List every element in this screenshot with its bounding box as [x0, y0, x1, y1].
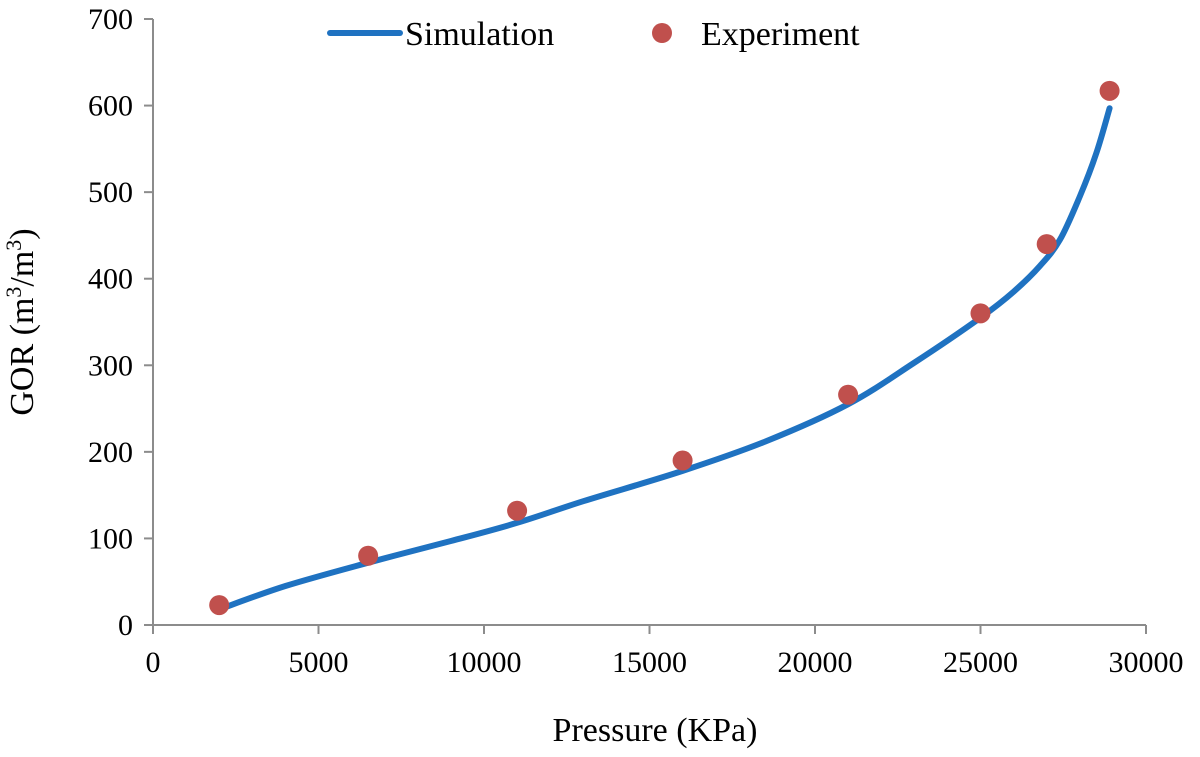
x-tick-label: 0	[146, 646, 161, 679]
axes	[152, 19, 1146, 626]
x-tick-label: 25000	[943, 646, 1018, 679]
y-axis-label-prefix: GOR (m	[4, 298, 41, 416]
y-axis-label-suffix: )	[4, 228, 41, 239]
y-axis-label-middle: /m	[4, 251, 41, 287]
series-experiment-point	[507, 500, 528, 521]
x-axis-label: Pressure (KPa)	[553, 712, 758, 749]
series-experiment-point	[1036, 234, 1057, 255]
x-tick-label: 5000	[289, 646, 349, 679]
x-tick-label: 10000	[447, 646, 522, 679]
series-experiment-point	[970, 303, 991, 324]
y-axis-label: GOR (m3/m3)	[1, 228, 42, 415]
x-tick-label: 15000	[612, 646, 687, 679]
legend-experiment-label: Experiment	[701, 16, 860, 53]
series-experiment-point	[838, 384, 859, 405]
legend: Simulation Experiment	[327, 16, 860, 53]
legend-experiment-swatch	[652, 23, 672, 43]
series-experiment-point	[209, 595, 230, 616]
y-tick-label: 0	[118, 609, 133, 642]
plot-area	[209, 80, 1120, 616]
y-axis-ticks: 0 100 200 300 400 500 600 700	[88, 3, 153, 642]
y-tick-label: 100	[88, 522, 133, 555]
x-axis-ticks: 0 5000 10000 15000 20000 25000 30000	[146, 625, 1184, 679]
x-tick-label: 30000	[1109, 646, 1184, 679]
series-simulation-line	[216, 105, 1113, 613]
y-tick-label: 400	[88, 263, 133, 296]
x-tick-label: 20000	[778, 646, 853, 679]
legend-simulation-label: Simulation	[405, 16, 554, 53]
y-axis-label-sup2: 3	[1, 240, 26, 251]
series-experiment-point	[1099, 80, 1120, 101]
y-tick-label: 700	[88, 3, 133, 36]
y-tick-label: 200	[88, 436, 133, 469]
y-axis-label-sup1: 3	[1, 287, 26, 298]
y-tick-label: 300	[88, 349, 133, 382]
y-tick-label: 600	[88, 90, 133, 123]
series-experiment-point	[672, 450, 693, 471]
series-experiment-point	[358, 545, 379, 566]
y-tick-label: 500	[88, 176, 133, 209]
